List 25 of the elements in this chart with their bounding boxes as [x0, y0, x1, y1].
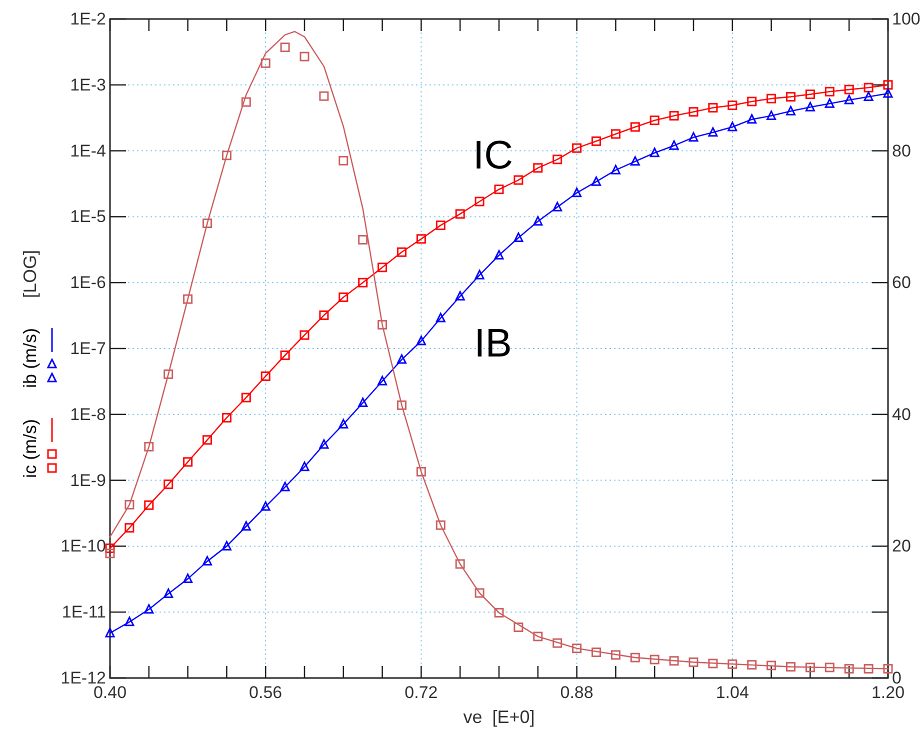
y-tick-label: 1E-9	[70, 470, 106, 490]
y-tick-label: 1E-4	[70, 141, 106, 160]
y-axis-title: [LOG]	[20, 250, 40, 298]
y-tick-label: 1E-6	[70, 273, 106, 292]
y2-tick-label: 20	[892, 536, 911, 556]
y2-tick-label: 80	[892, 141, 911, 160]
y-tick-label: 1E-3	[70, 75, 106, 94]
y2-tick-label: 40	[892, 404, 911, 424]
y-tick-label: 1E-10	[60, 536, 106, 556]
annotation: IB	[474, 321, 512, 366]
y-tick-label: 1E-2	[70, 10, 106, 28]
legend-label: ib (m/s)	[20, 328, 40, 388]
x-tick-label: 1.04	[716, 683, 749, 702]
y-tick-label: 1E-11	[62, 602, 106, 622]
annotation: IC	[473, 133, 513, 178]
y-tick-label: 1E-7	[70, 339, 106, 358]
y2-tick-label: 60	[892, 273, 911, 292]
legend-label: ic (m/s)	[20, 419, 40, 478]
x-tick-label: 0.72	[404, 683, 438, 702]
x-tick-label: 0.88	[560, 683, 594, 702]
x-axis-title: ve [E+0]	[463, 707, 535, 727]
x-tick-label: 0.56	[249, 683, 282, 702]
y2-tick-label: 100	[892, 10, 920, 28]
y-tick-label: 1E-5	[70, 207, 106, 226]
y-tick-label: 1E-8	[70, 404, 106, 424]
